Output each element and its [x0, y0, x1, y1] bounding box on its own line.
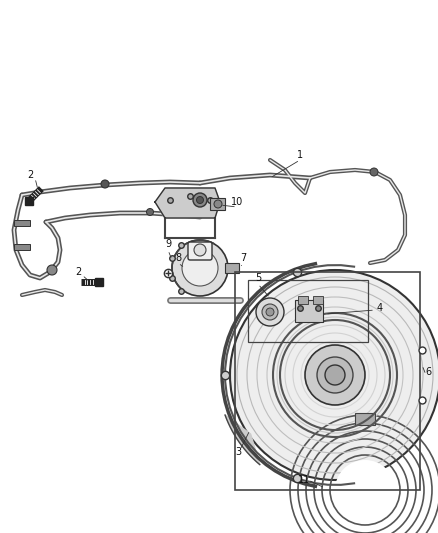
Bar	[235, 272, 420, 490]
Circle shape	[335, 460, 395, 520]
Circle shape	[266, 308, 274, 316]
Text: 5: 5	[255, 273, 261, 283]
Circle shape	[146, 208, 153, 215]
Text: 6: 6	[425, 367, 431, 377]
Text: 1: 1	[297, 150, 303, 160]
Circle shape	[214, 200, 222, 208]
Text: 11: 11	[298, 475, 310, 485]
Text: 2: 2	[75, 267, 81, 277]
Text: 10: 10	[231, 197, 243, 207]
Circle shape	[101, 180, 109, 188]
Bar	[248, 280, 368, 342]
FancyBboxPatch shape	[188, 242, 212, 260]
Bar	[355, 413, 375, 425]
Text: 9: 9	[165, 239, 171, 249]
Circle shape	[230, 270, 438, 480]
Bar	[295, 300, 323, 322]
Circle shape	[325, 365, 345, 385]
Polygon shape	[225, 415, 260, 465]
Polygon shape	[155, 188, 220, 218]
Circle shape	[305, 345, 365, 405]
Circle shape	[182, 250, 218, 286]
Bar	[225, 263, 239, 273]
Circle shape	[370, 168, 378, 176]
Text: 7: 7	[240, 253, 246, 263]
Circle shape	[193, 193, 207, 207]
Circle shape	[194, 244, 206, 256]
Bar	[14, 220, 30, 226]
Bar	[313, 296, 323, 304]
Circle shape	[47, 265, 57, 275]
Circle shape	[317, 357, 353, 393]
Text: 2: 2	[27, 170, 33, 180]
Text: 4: 4	[377, 303, 383, 313]
Circle shape	[262, 304, 278, 320]
Bar	[210, 198, 225, 210]
Circle shape	[197, 197, 204, 204]
Text: 3: 3	[235, 447, 241, 457]
Circle shape	[256, 298, 284, 326]
Bar	[14, 244, 30, 250]
Circle shape	[172, 240, 228, 296]
Bar	[298, 296, 308, 304]
Text: 8: 8	[175, 253, 181, 263]
